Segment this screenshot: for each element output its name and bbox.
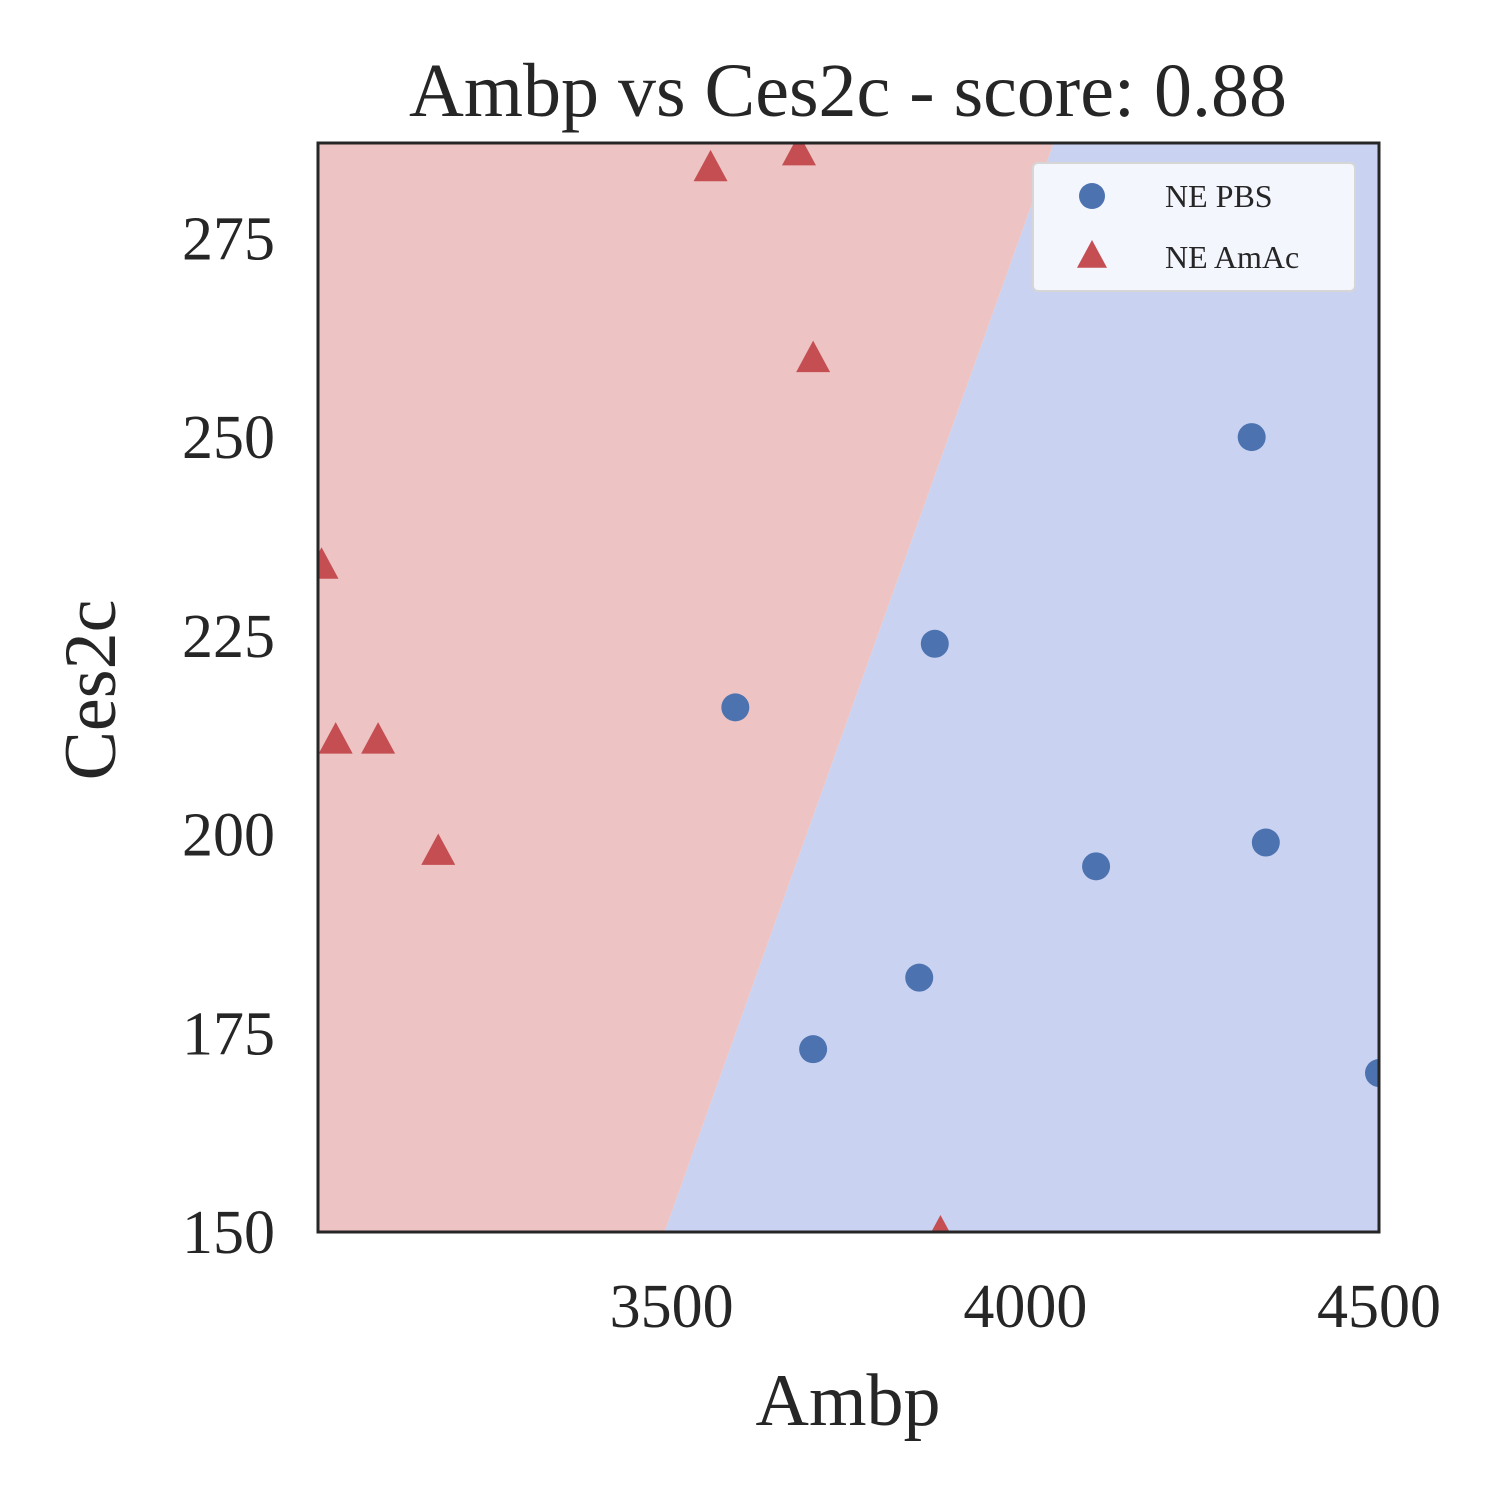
legend-marker-ne-amac xyxy=(1077,240,1107,268)
plot-area xyxy=(318,143,1379,1232)
y-tick-label: 275 xyxy=(182,205,275,273)
legend-label-ne-amac: NE AmAc xyxy=(1165,239,1299,275)
point-ne-amac xyxy=(421,833,456,865)
y-tick-label: 225 xyxy=(182,603,275,671)
region-ne-pbs xyxy=(664,143,1379,1232)
x-axis-label: Ambp xyxy=(756,1360,941,1442)
point-ne-pbs xyxy=(799,1035,828,1064)
legend: NE PBS NE AmAc xyxy=(1032,162,1356,292)
point-ne-pbs xyxy=(721,693,750,722)
data-points xyxy=(318,143,1379,1232)
point-ne-amac xyxy=(318,722,353,754)
y-tick-label: 150 xyxy=(182,1199,275,1267)
point-ne-amac xyxy=(931,1215,950,1232)
point-ne-pbs xyxy=(1082,852,1111,881)
x-tick-label: 4500 xyxy=(1317,1273,1441,1341)
point-ne-pbs xyxy=(920,629,949,658)
point-ne-pbs xyxy=(1365,1059,1379,1088)
region-ne-amac xyxy=(318,143,1054,1232)
point-ne-amac xyxy=(796,340,831,373)
y-axis-label: Ces2c xyxy=(50,600,132,781)
x-tick-label: 3500 xyxy=(610,1273,734,1341)
plot-frame xyxy=(316,141,1381,1234)
legend-marker-ne-pbs xyxy=(1079,183,1105,209)
point-ne-amac xyxy=(361,722,396,754)
y-tick-label: 200 xyxy=(182,802,275,870)
x-axis-ticks: 3500 4000 4500 xyxy=(610,1273,1441,1341)
point-ne-pbs xyxy=(1251,828,1280,857)
legend-box xyxy=(1032,162,1356,292)
point-ne-pbs xyxy=(1237,423,1266,452)
legend-label-ne-pbs: NE PBS xyxy=(1165,178,1273,214)
point-ne-amac xyxy=(781,143,816,166)
point-ne-amac xyxy=(693,149,728,182)
y-axis-ticks: 150 175 200 225 250 275 xyxy=(182,205,275,1267)
y-tick-label: 175 xyxy=(182,1000,275,1068)
point-ne-pbs xyxy=(905,963,934,992)
point-ne-amac xyxy=(318,547,339,579)
chart-title: Ambp vs Ces2c - score: 0.88 xyxy=(409,49,1287,133)
x-tick-label: 4000 xyxy=(963,1273,1087,1341)
y-tick-label: 250 xyxy=(182,404,275,472)
